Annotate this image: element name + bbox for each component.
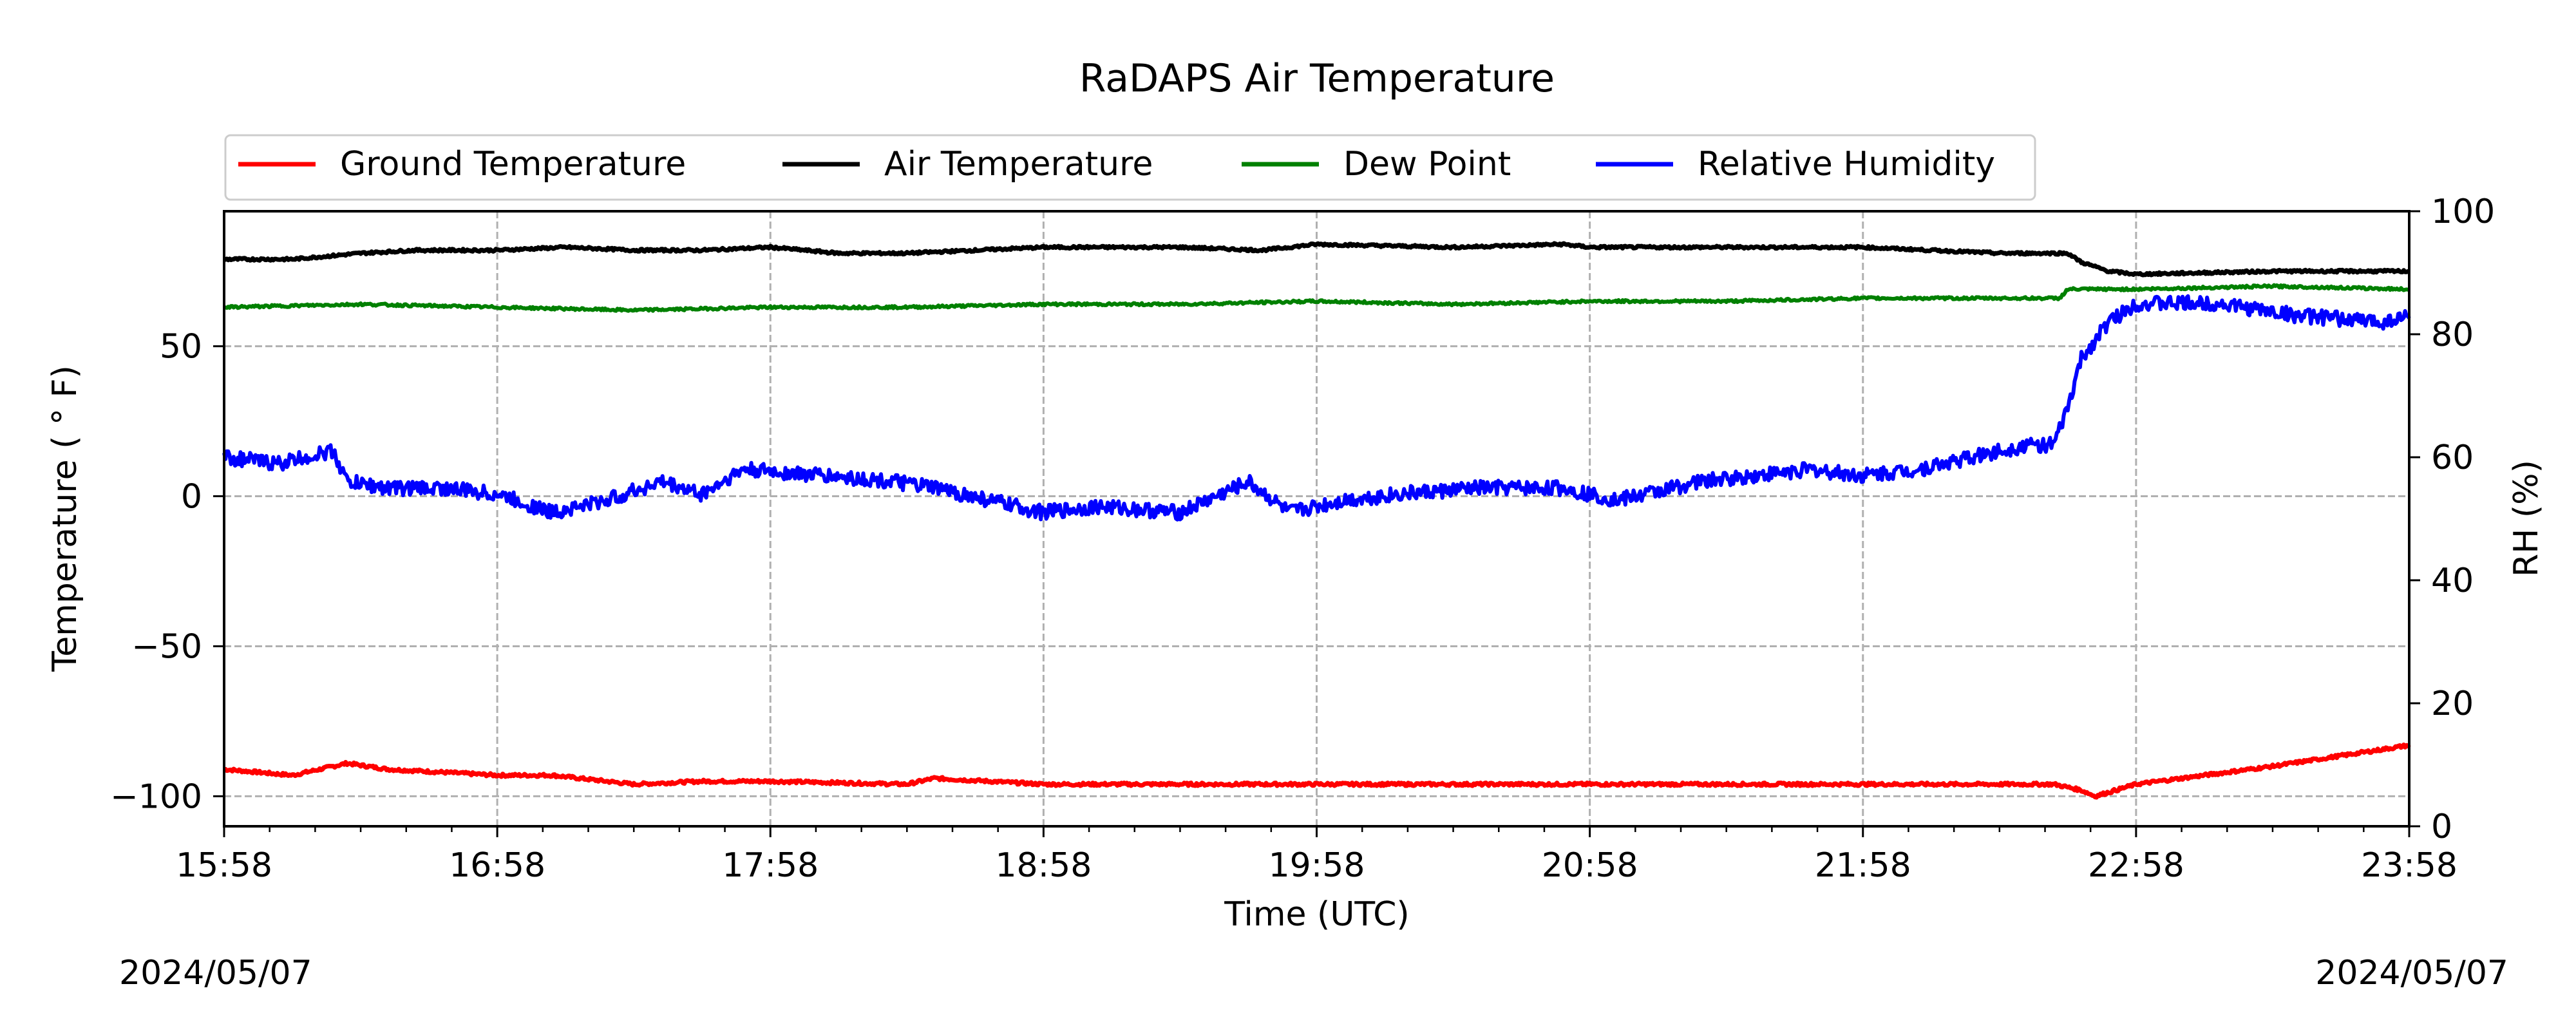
legend: Ground Temperature Air Temperature Dew P… <box>224 134 2036 201</box>
x-tick-label: 22:58 <box>2088 846 2184 885</box>
x-tick-label: 21:58 <box>1815 846 1911 885</box>
legend-frame <box>224 134 2036 201</box>
x-tick-label: 19:58 <box>1269 846 1365 885</box>
y-tick-label: −100 <box>110 777 202 816</box>
series-line-relative-humidity <box>222 294 2411 522</box>
series-layer <box>222 241 2411 800</box>
series-line-ground-temperature <box>223 743 2411 800</box>
series-line-dew-point <box>223 283 2410 313</box>
x-tick-label: 17:58 <box>722 846 819 885</box>
y-tick-label: 50 <box>160 328 202 366</box>
footer-date-left: 2024/05/07 <box>119 954 312 992</box>
legend-label-air-temperature: Air Temperature <box>884 145 1153 184</box>
axis-layer: 15:58 16:58 17:58 18:58 19:58 20:58 21:58 22:58… <box>110 193 2495 885</box>
chart-title: RaDAPS Air Temperature <box>1079 56 1555 101</box>
legend-label-dew-point: Dew Point <box>1343 145 1511 184</box>
legend-label-ground-temperature: Ground Temperature <box>340 145 686 184</box>
x-tick-label: 20:58 <box>1542 846 1638 885</box>
grid-layer <box>224 211 2409 826</box>
y2-tick-label: 100 <box>2431 193 2495 231</box>
y2-tick-label: 80 <box>2431 316 2474 354</box>
legend-label-relative-humidity: Relative Humidity <box>1698 145 1995 184</box>
y2-tick-label: 40 <box>2431 562 2474 600</box>
y2-tick-label: 0 <box>2431 808 2452 846</box>
y-tick-label: 0 <box>181 478 202 516</box>
y-axis-label: Temperature ( ° F) <box>46 365 84 672</box>
x-axis-label: Time (UTC) <box>1224 895 1409 934</box>
y2-tick-label: 60 <box>2431 439 2474 477</box>
footer-date-right: 2024/05/07 <box>2315 954 2508 992</box>
y2-axis-label: RH (%) <box>2507 460 2546 577</box>
y-tick-label: −50 <box>131 627 202 666</box>
x-tick-label: 23:58 <box>2361 846 2458 885</box>
y2-tick-label: 20 <box>2431 685 2474 723</box>
x-tick-label: 16:58 <box>449 846 545 885</box>
series-line-air-temperature <box>223 241 2410 278</box>
x-tick-label: 18:58 <box>995 846 1092 885</box>
x-tick-label: 15:58 <box>176 846 272 885</box>
